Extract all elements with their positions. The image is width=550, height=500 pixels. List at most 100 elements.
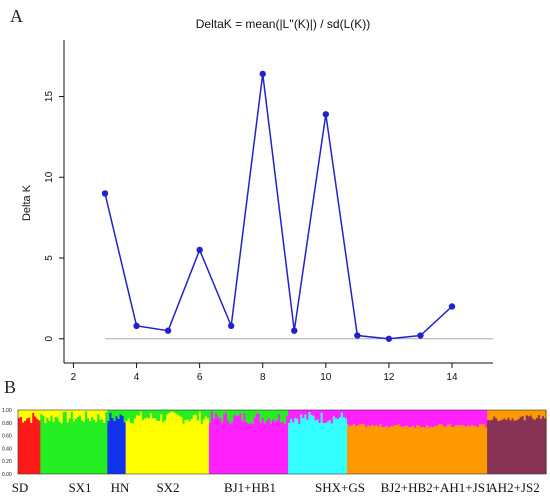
structure-bar-segment — [513, 420, 517, 474]
structure-y-tick-label: 0.60 — [2, 434, 12, 440]
deltak-line-chart: DeltaK = mean(|L''(K)|) / sd(L(K)) 2 4 6 8 1… — [21, 17, 493, 380]
population-label: BJ2+HB2+AH1+JS1 — [380, 480, 492, 495]
structure-bar-segment — [288, 410, 291, 423]
structure-bar-segment — [409, 426, 413, 474]
structure-bar-segment — [66, 410, 70, 423]
structure-bar-segment — [541, 416, 545, 474]
structure-bar-segment — [85, 411, 88, 474]
structure-bar-segment — [326, 410, 330, 422]
structure-bar-segment — [245, 421, 249, 474]
structure-bar-segment — [519, 417, 523, 474]
structure-bar-segment — [52, 422, 56, 474]
structure-bar-segment — [249, 423, 253, 474]
structure-bar-segment — [355, 426, 358, 474]
structure-bar-segment — [442, 410, 446, 427]
structure-bar-segment — [105, 410, 108, 413]
structure-bar-segment — [78, 415, 82, 474]
data-point — [385, 335, 393, 342]
structure-bar-segment — [474, 426, 478, 474]
structure-bar-segment — [233, 415, 236, 474]
structure-bar-segment — [357, 425, 360, 474]
structure-bar-segment — [115, 410, 119, 417]
structure-bar-segment — [324, 423, 328, 474]
structure-bar-segment — [56, 417, 60, 474]
structure-bar-segment — [320, 412, 324, 474]
structure-bar-segment — [375, 410, 379, 426]
structure-bar-segment — [434, 426, 437, 474]
data-point — [164, 327, 172, 334]
structure-bar-segment — [434, 410, 437, 427]
structure-bar-segment — [399, 426, 403, 474]
structure-bar-segment — [40, 414, 43, 474]
structure-bar-segment — [428, 427, 431, 474]
structure-bar-segment — [308, 412, 312, 474]
structure-bar-segment — [326, 421, 330, 474]
structure-bar-segment — [109, 412, 113, 474]
structure-y-tick-label: 0.80 — [2, 421, 12, 427]
structure-bar-segment — [470, 425, 474, 474]
structure-bar-segment — [430, 410, 433, 427]
data-point — [259, 70, 266, 78]
data-point — [322, 111, 330, 118]
structure-bar-segment — [462, 425, 466, 474]
structure-bar-segment — [204, 410, 208, 417]
structure-bar-segment — [478, 424, 482, 474]
structure-bar-segment — [501, 410, 504, 420]
structure-bar-segment — [233, 410, 236, 416]
structure-bar-segment — [300, 414, 303, 474]
structure-bar-segment — [20, 416, 23, 474]
structure-bar-segment — [523, 410, 527, 421]
structure-bar-segment — [121, 415, 125, 474]
structure-bar-segment — [501, 419, 504, 474]
structure-bar-segment — [446, 425, 450, 474]
structure-bar-segment — [160, 410, 163, 415]
structure-bar-segment — [265, 420, 269, 474]
structure-bar-segment — [393, 425, 397, 474]
structure-bar-segment — [87, 410, 90, 419]
structure-bar-segment — [259, 422, 263, 474]
structure-bar-segment — [219, 418, 222, 474]
structure-bar-segment — [97, 410, 100, 415]
deltak-series-line — [104, 73, 453, 340]
structure-bar-segment — [346, 410, 350, 425]
structure-bar-segment — [282, 421, 285, 474]
structure-bar-segment — [42, 410, 45, 416]
structure-bar-segment — [68, 418, 72, 474]
structure-bar-segment — [212, 418, 216, 474]
structure-bar-segment — [310, 414, 314, 474]
structure-bar-segment — [515, 410, 519, 421]
structure-bar-segment — [217, 410, 220, 417]
panel-a-label: A — [10, 6, 23, 26]
structure-bar-segment — [127, 418, 131, 474]
structure-bar-segment — [391, 410, 395, 427]
structure-bar-segment — [50, 410, 54, 416]
structure-bar-segment — [210, 411, 214, 474]
structure-bar-segment — [279, 410, 283, 423]
structure-bar-segment — [227, 410, 230, 421]
structure-bar-segment — [101, 419, 104, 474]
structure-bar-segment — [259, 410, 263, 423]
x-tick-label: 10 — [320, 372, 332, 380]
structure-bar-segment — [284, 424, 287, 474]
structure-bar-segment — [150, 410, 153, 414]
structure-bar-segment — [391, 426, 395, 474]
structure-bar-segment — [125, 421, 129, 474]
data-point — [448, 303, 456, 310]
structure-bar-segment — [537, 410, 541, 416]
structure-bar-segment — [162, 422, 165, 474]
structure-bar-segment — [166, 410, 169, 415]
structure-bar-segment — [223, 410, 226, 414]
structure-bar-segment — [214, 410, 218, 413]
structure-bar-segment — [152, 418, 155, 474]
structure-bar-segment — [369, 426, 372, 474]
structure-bar-segment — [411, 410, 415, 426]
structure-bar-segment — [225, 410, 228, 413]
structure-bar-segment — [497, 421, 500, 474]
structure-bar-segment — [531, 418, 535, 474]
structure-bar-segment — [137, 415, 141, 474]
structure-bar-segment — [489, 410, 492, 421]
structure-bar-segment — [235, 415, 238, 474]
structure-bar-segment — [487, 410, 490, 420]
structure-bar-segment — [188, 410, 192, 422]
structure-bar-segment — [36, 410, 39, 419]
